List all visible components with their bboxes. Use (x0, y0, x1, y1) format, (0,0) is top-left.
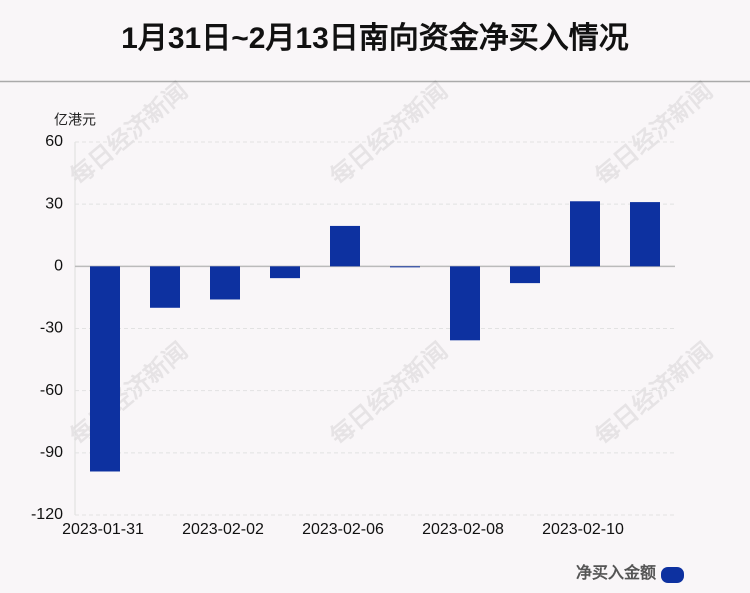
y-tick-label: -90 (40, 444, 63, 461)
y-tick-label: -120 (31, 506, 63, 523)
legend-swatch (661, 567, 684, 583)
bar (570, 201, 600, 267)
bar (390, 266, 420, 268)
bar (330, 225, 360, 267)
y-tick-label: 30 (45, 195, 63, 212)
bar (150, 266, 180, 308)
bar (450, 266, 480, 341)
y-tick-label: 60 (45, 133, 63, 150)
x-tick-label: 2023-02-02 (182, 521, 264, 538)
bar (90, 266, 120, 472)
bar (270, 266, 300, 279)
x-tick-label: 2023-01-31 (62, 521, 144, 538)
x-tick-label: 2023-02-08 (422, 521, 504, 538)
x-tick-label: 2023-02-10 (542, 521, 624, 538)
x-tick-label: 2023-02-06 (302, 521, 384, 538)
y-tick-label: -60 (40, 382, 63, 399)
bar (510, 266, 540, 284)
legend-label: 净买入金额 (576, 563, 656, 582)
chart-title: 1月31日~2月13日南向资金净买入情况 (121, 21, 629, 55)
y-unit: 亿港元 (54, 112, 96, 128)
y-tick-label: -30 (40, 320, 63, 337)
bar (210, 266, 240, 300)
bar (630, 202, 660, 267)
y-tick-label: 0 (54, 258, 63, 275)
